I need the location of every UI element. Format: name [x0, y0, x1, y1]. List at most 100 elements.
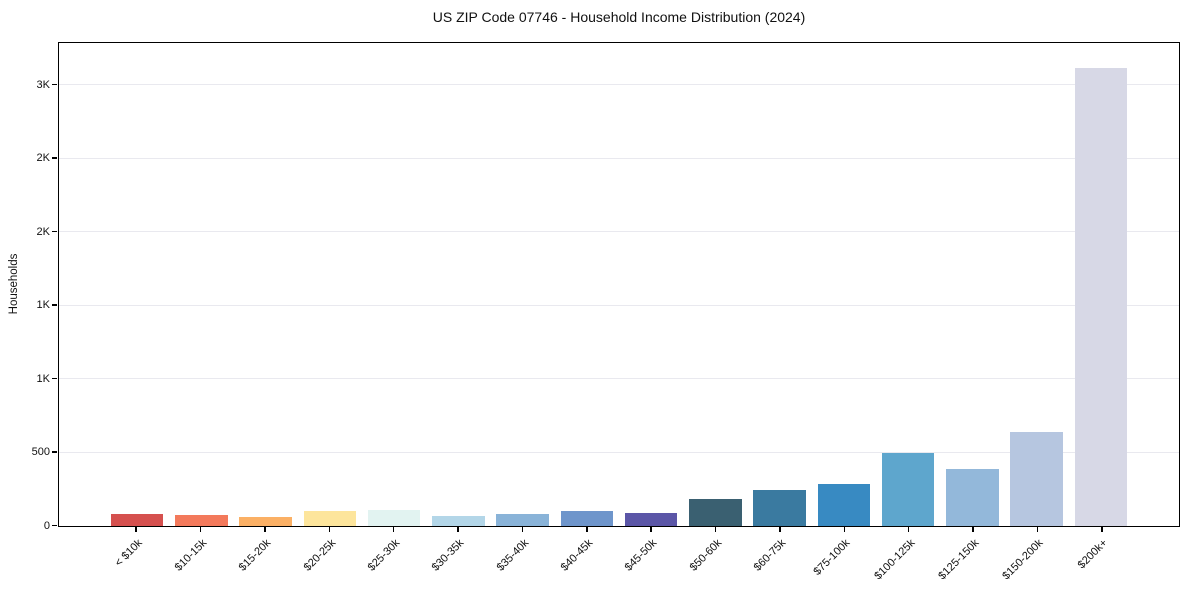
x-label-slot: $60-75k	[748, 535, 812, 590]
x-tick-slot	[748, 527, 812, 533]
gridline	[59, 378, 1179, 380]
bar-slot	[298, 43, 362, 526]
bar	[239, 517, 292, 526]
x-tick-label: $125-150k	[936, 537, 982, 583]
bar	[367, 509, 421, 526]
x-tick-mark	[457, 527, 459, 532]
x-tick-mark	[521, 527, 524, 532]
x-label-slot: $25-30k	[362, 535, 426, 590]
bar	[817, 484, 871, 526]
bar-slot	[491, 43, 555, 526]
x-axis-tick-labels: < $10k $10-15k $15-20k $20-25k $25-30k $30-35…	[104, 535, 1134, 590]
x-tick-slot	[877, 527, 941, 533]
y-tick-mark	[52, 304, 57, 306]
x-tick-label: $75-100k	[811, 537, 853, 578]
x-label-slot: $50-60k	[683, 535, 747, 590]
x-tick-label: $40-45k	[558, 537, 596, 574]
x-label-slot: $75-100k	[812, 535, 876, 590]
y-tick-label: 2K	[36, 152, 50, 165]
bar	[560, 511, 614, 526]
x-tick-label: $60-75k	[751, 537, 789, 574]
x-tick-slot	[297, 527, 361, 533]
bar	[689, 498, 742, 526]
x-axis-tick-marks	[104, 527, 1134, 533]
x-label-slot: $30-35k	[426, 535, 490, 590]
bar-slot	[940, 43, 1004, 526]
x-tick-slot	[1005, 527, 1069, 533]
x-tick-mark	[972, 527, 974, 532]
bars-row	[105, 43, 1133, 526]
x-tick-label: $20-25k	[301, 537, 338, 574]
x-tick-slot	[233, 527, 297, 533]
x-tick-mark	[328, 527, 331, 532]
y-tick-mark	[52, 157, 57, 159]
bar-slot	[683, 43, 747, 526]
x-tick-label: $150-200k	[1000, 537, 1046, 583]
x-tick-slot	[683, 527, 747, 533]
bar	[110, 513, 164, 526]
gridline	[59, 231, 1179, 233]
x-tick-label: $100-125k	[871, 537, 918, 583]
gridline	[59, 304, 1179, 306]
x-label-slot: $10-15k	[168, 535, 232, 590]
bar-slot	[748, 43, 812, 526]
bar-slot	[1005, 43, 1069, 526]
x-tick-mark	[392, 527, 395, 532]
x-label-slot: $125-150k	[936, 535, 1005, 590]
x-tick-mark	[779, 527, 781, 532]
x-tick-slot	[1070, 527, 1134, 533]
x-label-slot: $20-25k	[297, 535, 361, 590]
x-tick-label: $30-35k	[429, 537, 467, 574]
bar-slot	[812, 43, 876, 526]
x-tick-mark	[650, 527, 652, 532]
bar	[432, 515, 485, 526]
bar-slot	[555, 43, 619, 526]
x-tick-mark	[586, 527, 588, 532]
x-tick-mark	[1101, 527, 1103, 532]
x-tick-mark	[199, 527, 202, 532]
x-tick-slot	[941, 527, 1005, 533]
bar	[175, 514, 228, 526]
bar-slot	[1069, 43, 1133, 526]
bar	[946, 468, 999, 526]
gridline	[59, 157, 1179, 159]
bar-slot	[362, 43, 426, 526]
bar	[1074, 67, 1128, 526]
x-tick-mark	[264, 527, 266, 532]
x-tick-slot	[555, 527, 619, 533]
x-tick-label: $200k+	[1076, 537, 1111, 572]
x-tick-mark	[714, 527, 717, 532]
y-tick-mark	[52, 83, 57, 86]
x-tick-label: $10-15k	[172, 537, 210, 574]
x-label-slot: $150-200k	[1001, 535, 1069, 590]
bar-slot	[426, 43, 490, 526]
y-tick-mark	[52, 524, 57, 527]
x-tick-slot	[619, 527, 683, 533]
x-label-slot: $15-20k	[233, 535, 297, 590]
y-tick-mark	[52, 230, 57, 233]
y-tick-label: 500	[31, 446, 50, 459]
x-label-slot: $100-125k	[872, 535, 941, 590]
x-label-slot: $40-45k	[555, 535, 619, 590]
bar-slot	[876, 43, 940, 526]
gridline	[59, 84, 1179, 86]
x-label-slot: $200k+	[1070, 535, 1134, 590]
x-tick-mark	[843, 527, 846, 532]
x-label-slot: $45-50k	[619, 535, 683, 590]
y-tick-label: 1K	[36, 299, 50, 312]
gridline	[59, 451, 1179, 453]
x-tick-label: $25-30k	[365, 537, 403, 574]
bar-slot	[105, 43, 169, 526]
y-tick-label: 2K	[36, 225, 50, 238]
y-tick-mark	[52, 451, 57, 453]
x-tick-slot	[812, 527, 876, 533]
bar	[303, 511, 357, 526]
y-tick-mark	[52, 377, 57, 380]
x-tick-mark	[907, 527, 910, 532]
x-tick-mark	[1036, 527, 1039, 532]
bar	[753, 490, 806, 526]
x-tick-slot	[104, 527, 168, 533]
bar-slot	[169, 43, 233, 526]
x-tick-mark	[135, 527, 137, 532]
x-tick-label: $45-50k	[623, 537, 660, 574]
